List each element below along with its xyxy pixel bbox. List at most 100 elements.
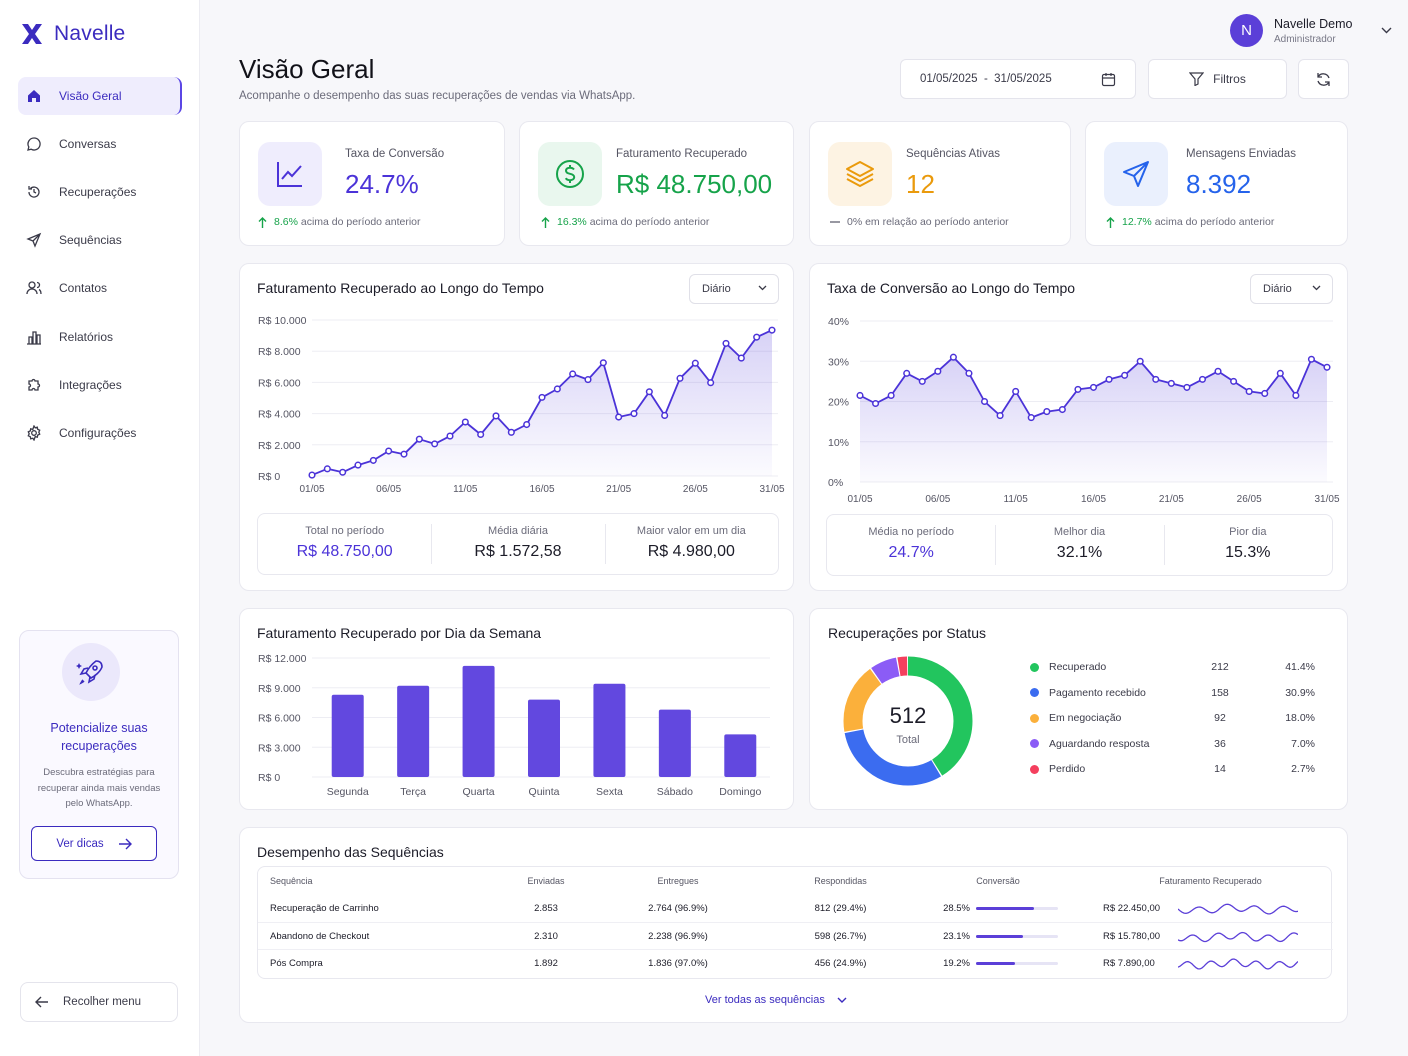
x-tick-label: 16/05 [529,484,554,495]
y-tick-label: 40% [828,316,849,328]
sidebar-item-recuperacoes[interactable]: Recuperações [18,173,182,211]
legend-item: Perdido 14 2.7% [1030,759,1315,779]
brand-logo[interactable]: Navelle [20,22,125,46]
y-tick-label: R$ 0 [258,772,280,784]
table-row[interactable]: Abandono de Checkout 2.310 2.238 (96.9%) 59… [258,922,1333,949]
users-icon [26,280,42,296]
seq-delivered: 2.764 (96.9%) [648,903,708,914]
send-icon [1104,142,1168,206]
donut-slice [843,656,973,786]
period-value: Diário [1263,283,1292,295]
data-point [1292,391,1300,400]
legend-count: 36 [1214,737,1226,750]
revenue-sparkline [1178,931,1298,943]
sidebar-item-visao-geral[interactable]: Visão Geral [18,77,182,115]
user-name: Navelle Demo [1274,16,1353,31]
conversion-progress-fill [976,907,1035,910]
y-tick-label: R$ 10.000 [258,315,307,327]
x-tick-label: Quarta [463,786,495,798]
seq-conversion: 23.1% [943,931,970,942]
collapse-menu-button[interactable]: Recolher menu [20,982,178,1022]
refresh-button[interactable] [1298,59,1349,99]
legend-percent: 2.7% [1291,763,1315,775]
bar [593,683,626,777]
legend-dot [1030,764,1039,774]
data-point [1105,375,1113,383]
sidebar-item-conversas[interactable]: Conversas [18,125,182,163]
gear-icon [26,425,42,441]
data-point [949,353,957,361]
bar [658,709,691,777]
legend-percent: 7.0% [1291,737,1315,750]
seq-name: Abandono de Checkout [270,931,370,942]
sidebar-item-label: Sequências [59,233,122,247]
recovery-icon [26,184,42,200]
data-point [1074,385,1082,393]
data-point [1323,363,1331,371]
promo-description: Descubra estratégias para recuperar aind… [37,767,161,809]
arrow-left-icon [35,996,48,1008]
donut-slice [843,656,973,786]
data-point [569,370,577,378]
sidebar-item-label: Integrações [59,378,122,392]
data-point [676,374,684,382]
stat-value: R$ 4.980,00 [647,543,735,560]
table-row[interactable]: Pós Compra 1.892 1.836 (97.0%) 456 (24.9%) 1… [258,949,1333,976]
table-row[interactable]: Recuperação de Carrinho 2.853 2.764 (96.9%… [258,895,1333,922]
chevron-down-icon [758,285,767,291]
sparkline-path [1178,958,1298,970]
kpi-delta-text: acima do período anterior [1154,216,1275,228]
promo-card: Potencialize suas recuperações Descubra … [19,630,179,879]
data-point [1214,367,1222,375]
x-tick-label: Sexta [596,786,623,798]
sidebar-item-integracoes[interactable]: Integrações [18,366,182,404]
kpi-delta-value: 16.3% [557,216,587,228]
sidebar-item-sequencias[interactable]: Sequências [18,221,182,259]
stat-label: Pior dia [1229,526,1267,538]
collapse-menu-label: Recolher menu [63,996,141,1008]
data-point [872,399,880,408]
filters-button[interactable]: Filtros [1148,59,1287,99]
data-point [584,376,592,384]
conversion-line-chart: 0% 10% 20% 30% 40% 01/05 06/05 11/05 16/05 21/05 2… [828,316,1340,505]
kpi-value: R$ 48.750,00 [616,169,773,199]
chevron-down-icon [837,997,847,1003]
x-tick-label: 31/05 [1314,494,1339,505]
seq-revenue: R$ 15.780,00 [1103,931,1161,942]
sidebar-item-relatorios[interactable]: Relatórios [18,318,182,356]
kpi-delta-value: 12.7% [1122,216,1152,228]
data-point [446,432,454,440]
y-tick-label: R$ 8.000 [258,346,301,358]
send-icon [26,232,42,248]
kpi-value: 8.392 [1186,169,1252,199]
revenue-period-select[interactable]: Diário [689,274,779,304]
y-tick-label: R$ 6.000 [258,713,301,725]
sidebar-item-contatos[interactable]: Contatos [18,269,182,307]
date-range-picker[interactable]: 01/05/2025 - 31/05/2025 [900,59,1136,99]
kpi-label: Taxa de Conversão [345,148,445,160]
seq-conversion: 19.2% [943,958,970,969]
sidebar-item-configuracoes[interactable]: Configurações [18,414,182,452]
data-point [1027,414,1035,422]
y-tick-label: R$ 4.000 [258,409,301,421]
data-point [385,447,393,455]
sequences-table: Sequência Enviadas Entregues Respondidas… [257,866,1333,979]
conversion-period-select[interactable]: Diário [1250,274,1333,304]
data-point [1167,379,1175,387]
data-point [661,411,669,420]
user-menu[interactable]: N Navelle Demo Administrador [1230,14,1392,47]
kpi-delta-value: 8.6% [274,216,298,228]
x-tick-label: 21/05 [1159,494,1184,505]
seq-delivered: 2.238 (96.9%) [648,931,708,942]
kpi-label: Faturamento Recuperado [616,148,748,160]
bar [462,665,495,777]
data-point [887,391,895,400]
stat-worst-day: Pior dia 15.3% [1163,515,1332,575]
series-area [312,330,772,476]
data-point [980,397,989,406]
sparkline-path [1178,903,1298,915]
stat-value: 15.3% [1225,544,1271,561]
seq-revenue: R$ 22.450,00 [1103,903,1161,914]
see-all-sequences-link[interactable]: Ver todas as sequências [705,994,847,1006]
ver-dicas-button[interactable]: Ver dicas [31,826,157,861]
